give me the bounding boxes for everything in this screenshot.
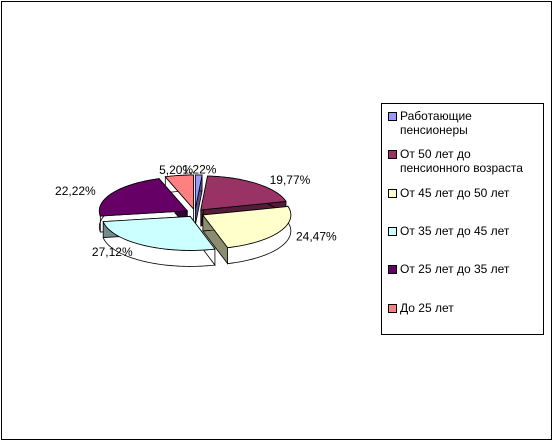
slice-top	[98, 178, 189, 217]
legend-swatch	[388, 112, 397, 121]
legend-entry: От 45 лет до 50 лет	[388, 186, 540, 200]
slice-top	[202, 206, 292, 249]
legend-entry: До 25 лет	[388, 301, 540, 315]
legend-label: От 25 лет до 35 лет	[400, 262, 510, 277]
pie-slice	[102, 215, 216, 267]
data-label: 19,77%	[270, 173, 311, 187]
pie-slice	[194, 174, 203, 226]
legend-entry: От 35 лет до 45 лет	[388, 224, 540, 238]
legend-swatch	[388, 265, 397, 275]
slice-top	[164, 174, 194, 211]
data-label: 1,22%	[182, 162, 216, 176]
data-label: 27,12%	[92, 245, 133, 259]
legend-label: До 25 лет	[400, 300, 454, 315]
legend-label: От 45 лет до 50 лет	[400, 185, 510, 200]
legend-swatch	[388, 227, 397, 236]
slice-top	[194, 174, 203, 210]
pie-slice	[164, 174, 194, 227]
legend-label: От 35 лет до 45 лет	[400, 224, 510, 238]
legend-swatch	[388, 188, 397, 198]
data-label: 22,22%	[55, 184, 96, 198]
data-label: 24,47%	[296, 229, 337, 243]
legend-label: От 50 лет до пенсионного возраста	[400, 147, 523, 176]
data-label: 5,20%	[159, 163, 193, 177]
legend-entry: От 25 лет до 35 лет	[388, 262, 540, 276]
pie-slice	[98, 177, 189, 233]
slice-top	[102, 216, 216, 251]
pie-slice	[202, 205, 292, 265]
slice-top	[200, 175, 287, 211]
legend: Работающие пенсионеры От 50 лет до пенсио…	[381, 103, 544, 335]
legend-swatch	[388, 303, 397, 313]
legend-swatch	[388, 150, 397, 160]
legend-label: Работающие пенсионеры	[400, 109, 472, 137]
legend-entry: От 50 лет до пенсионного возраста	[388, 147, 540, 175]
legend-entry: Работающие пенсионеры	[388, 109, 540, 137]
